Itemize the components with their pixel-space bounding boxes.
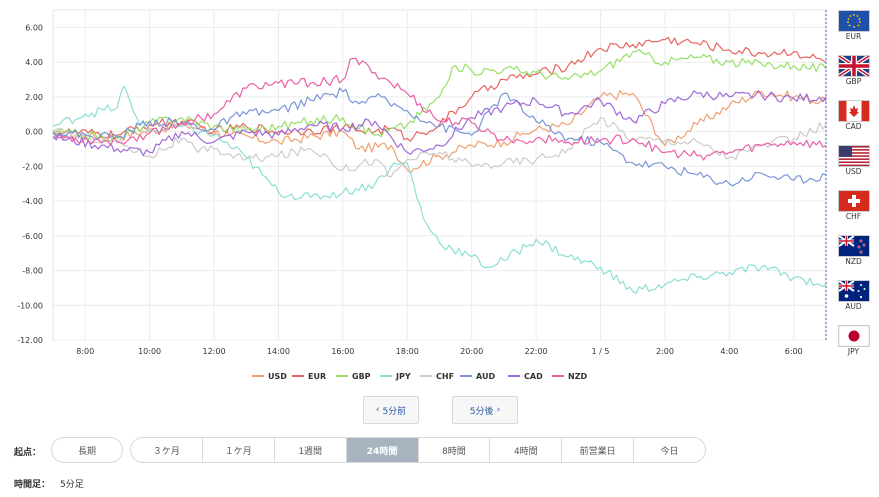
- x-tick-label: 16:00: [331, 347, 354, 356]
- y-tick-label: 0.00: [25, 128, 43, 137]
- x-tick-label: 10:00: [138, 347, 161, 356]
- legend-label-eur: EUR: [308, 372, 326, 381]
- flag-label: JPY: [847, 347, 860, 356]
- next-label: 5分後: [469, 406, 494, 417]
- x-tick-label: 8:00: [76, 347, 94, 356]
- prev-5min-button[interactable]: ‹ 5分前: [363, 396, 419, 424]
- period-button-0[interactable]: ３ケ月: [152, 446, 180, 457]
- y-tick-label: -10.00: [17, 301, 43, 310]
- flag-label: EUR: [845, 32, 862, 41]
- flag-label: GBP: [845, 77, 862, 86]
- flag-nzd[interactable]: NZD: [828, 235, 879, 267]
- flag-label: AUD: [845, 302, 862, 311]
- x-tick-label: 22:00: [525, 347, 548, 356]
- period-button-7[interactable]: 今日: [633, 438, 705, 462]
- flag-label: CAD: [845, 122, 862, 131]
- period-button-3[interactable]: 24時間: [345, 438, 418, 462]
- period-button-2[interactable]: 1週間: [273, 438, 346, 462]
- swiss-flag-icon: [828, 190, 879, 212]
- series-line-chf: [52, 117, 827, 178]
- line-chart: 6.00 4.00 2.00 0.00 -2.00 -4.00 -6.00 -8.00 -10.…: [17, 9, 827, 381]
- canada-flag-icon: [828, 100, 879, 122]
- period-selector: ３ケ月 １ケ月 1週間 24時間 8時間 4時間 前営業日 今日: [130, 437, 706, 463]
- flag-label: NZD: [845, 257, 862, 266]
- x-tick-label: 14:00: [267, 347, 290, 356]
- y-tick-label: -6.00: [22, 232, 43, 241]
- us-flag-icon: [828, 145, 879, 167]
- series-line-gbp: [52, 49, 827, 142]
- flag-jpy[interactable]: JPY: [828, 325, 879, 357]
- legend-label-aud: AUD: [476, 372, 495, 381]
- interval-label: 時間足：: [14, 480, 51, 490]
- legend-label-cad: CAD: [524, 372, 543, 381]
- legend-label-chf: CHF: [436, 372, 454, 381]
- next-5min-button[interactable]: 5分後 ›: [452, 396, 518, 424]
- interval-value: 5分足: [60, 480, 84, 490]
- legend-label-gbp: GBP: [352, 372, 371, 381]
- period-long-button[interactable]: 長期: [51, 437, 123, 463]
- legend-label-jpy: JPY: [395, 372, 411, 381]
- y-tick-label: -2.00: [22, 162, 43, 171]
- x-tick-label: 1 / 5: [592, 347, 610, 356]
- series-line-usd: [52, 90, 827, 174]
- flag-usd[interactable]: USD: [828, 145, 879, 177]
- x-tick-label: 6:00: [785, 347, 803, 356]
- period-button-6[interactable]: 前営業日: [561, 438, 633, 462]
- flag-eur[interactable]: EUR: [828, 10, 879, 42]
- x-tick-label: 12:00: [203, 347, 226, 356]
- start-label: 起点：: [14, 448, 42, 458]
- x-tick-label: 2:00: [656, 347, 674, 356]
- prev-label: 5分前: [382, 406, 407, 417]
- chart-area: 6.00 4.00 2.00 0.00 -2.00 -4.00 -6.00 -8.00 -10.…: [17, 9, 879, 381]
- series-line-eur: [52, 36, 827, 142]
- au-flag-icon: [828, 280, 879, 302]
- series-line-cad: [52, 90, 827, 157]
- y-tick-label: 6.00: [25, 23, 43, 32]
- flag-cad[interactable]: CAD: [828, 100, 879, 132]
- flag-label: CHF: [845, 212, 862, 221]
- y-tick-label: -4.00: [22, 197, 43, 206]
- period-button-5[interactable]: 4時間: [489, 438, 561, 462]
- series-line-nzd: [52, 57, 827, 161]
- flag-chf[interactable]: CHF: [828, 190, 879, 222]
- chevron-right-icon: ›: [496, 405, 501, 415]
- y-tick-label: -12.00: [17, 336, 43, 345]
- legend-label-usd: USD: [268, 372, 287, 381]
- y-tick-label: -8.00: [22, 267, 43, 276]
- uk-flag-icon: [828, 55, 879, 77]
- period-button-4[interactable]: 8時間: [417, 438, 490, 462]
- y-tick-label: 4.00: [25, 58, 43, 67]
- chevron-left-icon: ‹: [375, 405, 380, 415]
- flag-label: USD: [845, 167, 862, 176]
- x-tick-label: 4:00: [720, 347, 738, 356]
- legend-label-nzd: NZD: [568, 372, 587, 381]
- period-button-1[interactable]: １ケ月: [201, 438, 274, 462]
- nz-flag-icon: [828, 235, 879, 257]
- flag-aud[interactable]: AUD: [828, 280, 879, 312]
- eu-flag-icon: [828, 10, 879, 32]
- x-tick-label: 20:00: [460, 347, 483, 356]
- x-tick-label: 18:00: [396, 347, 419, 356]
- y-tick-label: 2.00: [25, 93, 43, 102]
- japan-flag-icon: [828, 325, 879, 347]
- flag-gbp[interactable]: GBP: [828, 55, 879, 87]
- plot-area: [52, 9, 827, 341]
